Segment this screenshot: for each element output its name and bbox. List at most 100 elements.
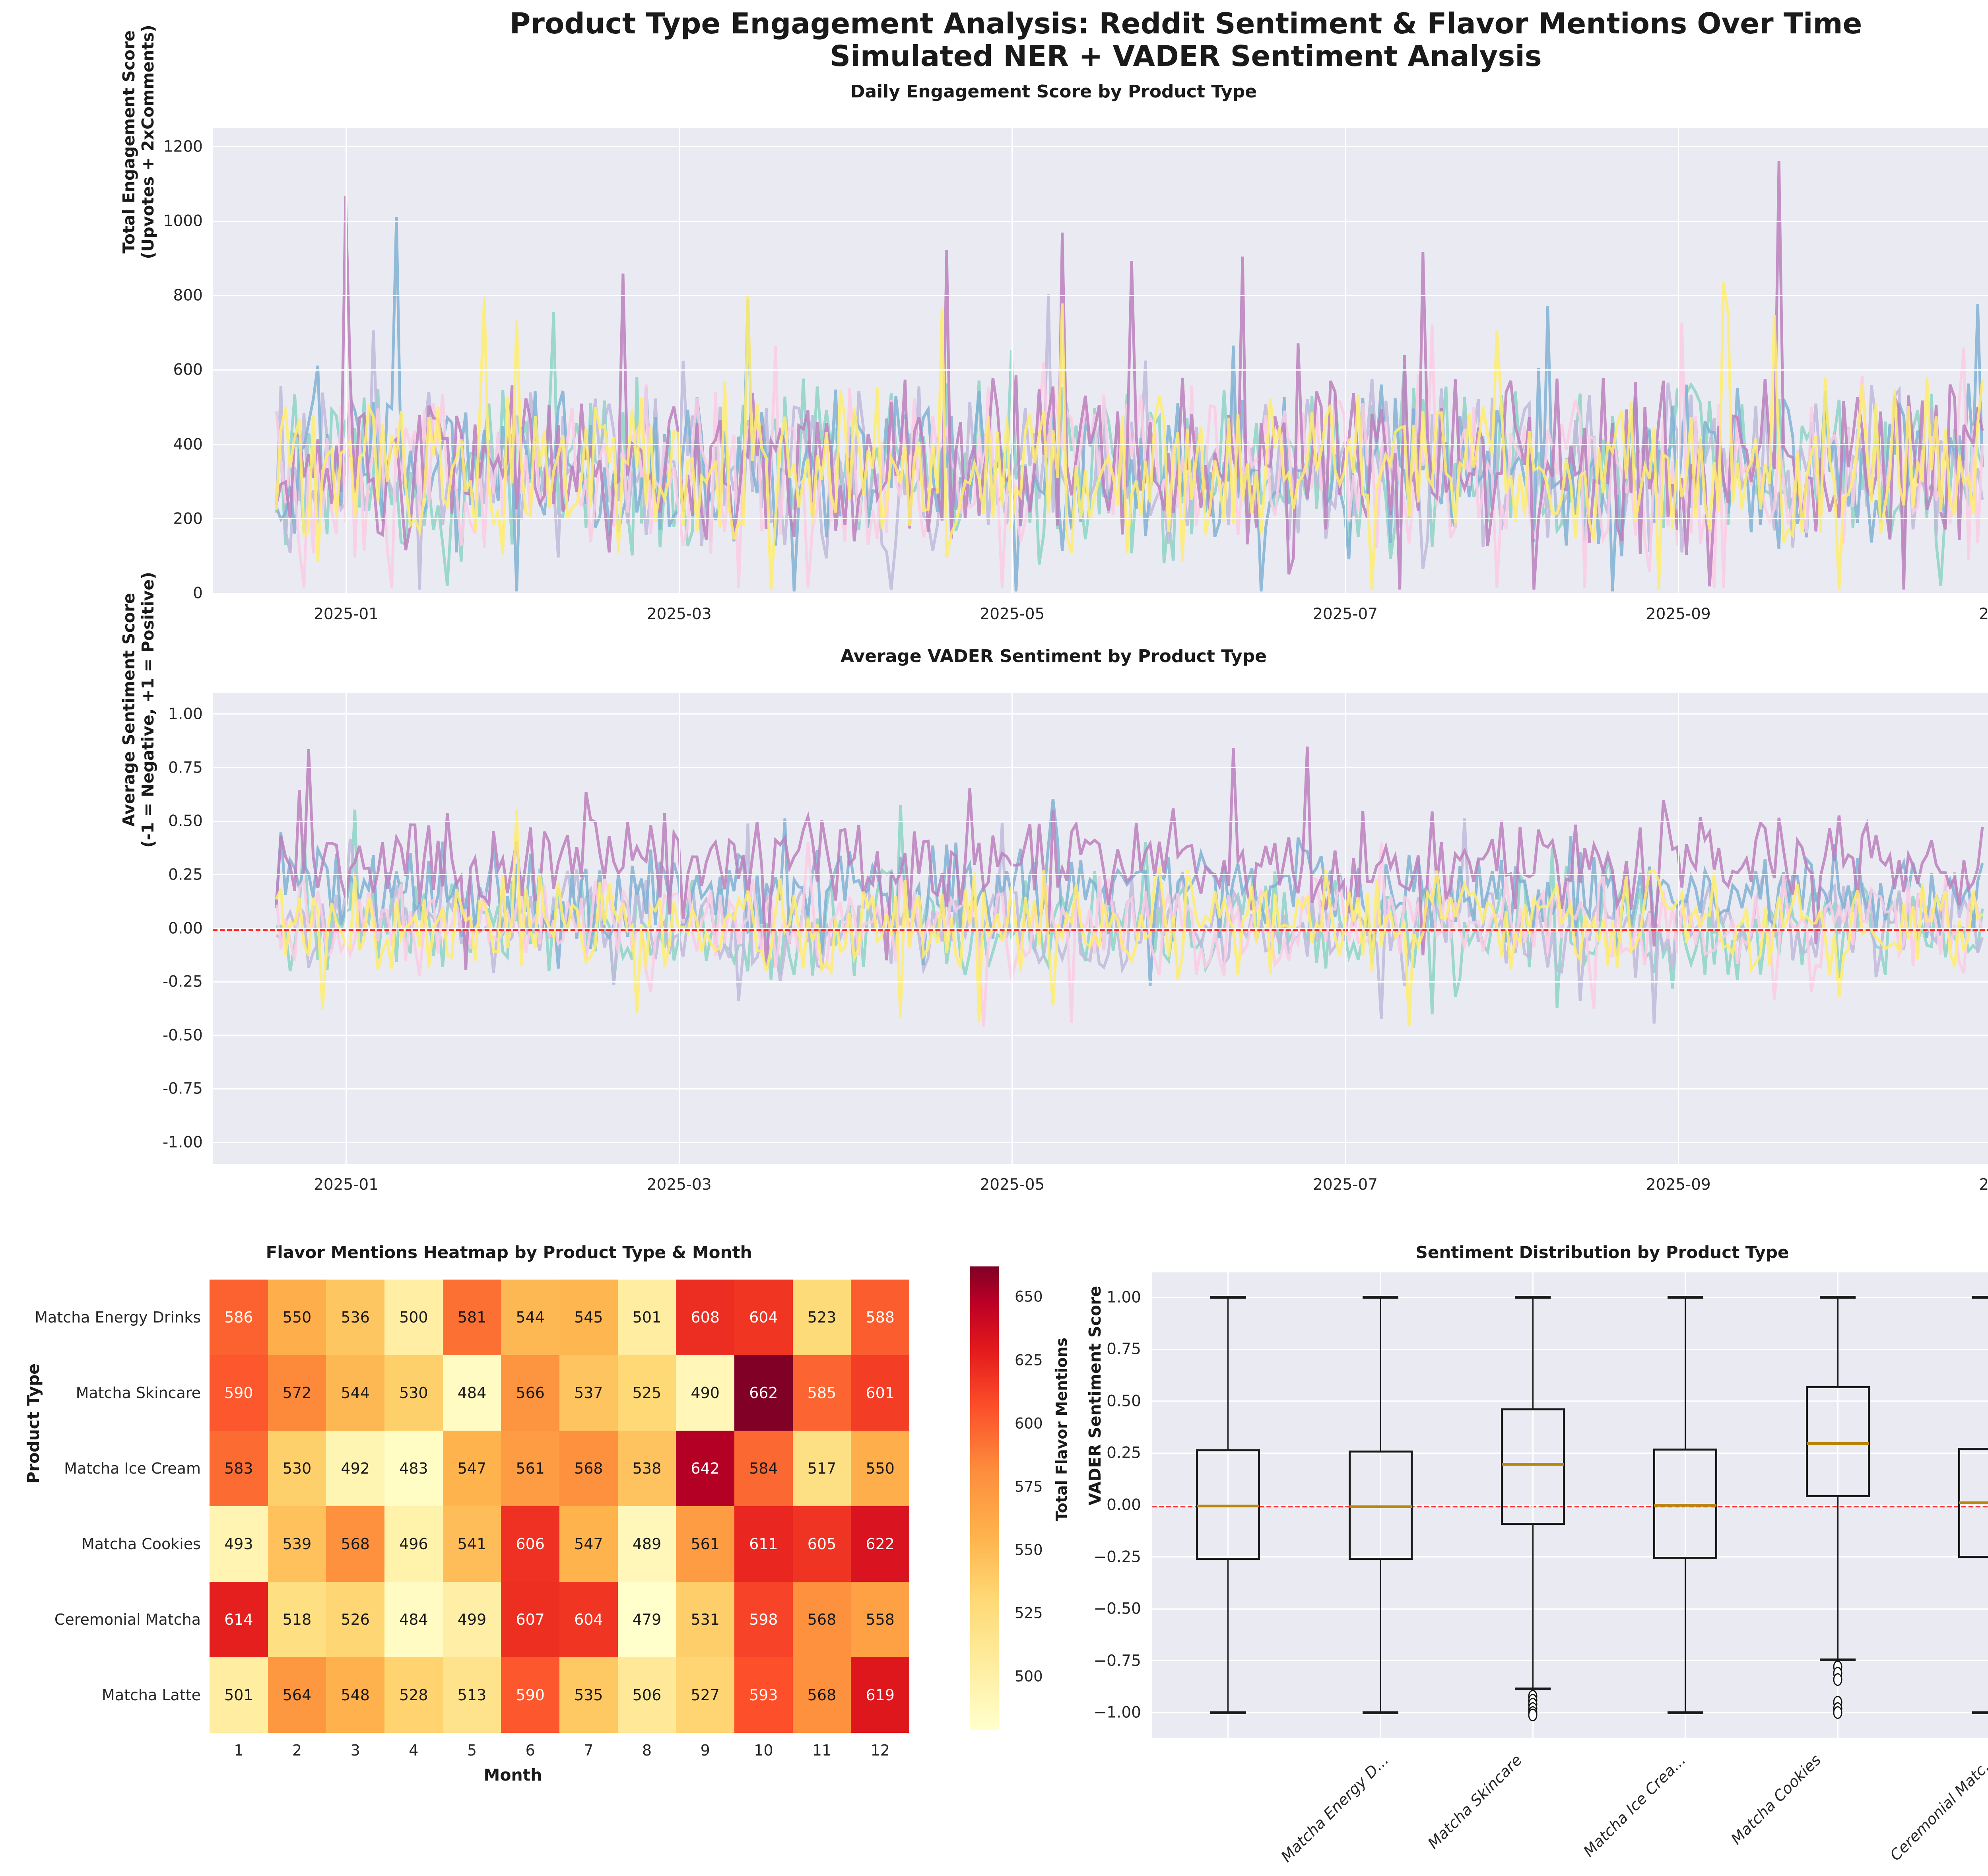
boxplot-whisker-upper[interactable]: [1227, 1297, 1229, 1449]
heatmap-row-label[interactable]: Ceremonial Matcha: [54, 1611, 201, 1628]
boxplot-x-tick-label[interactable]: Matcha Skincare: [1424, 1751, 1526, 1853]
y-tick-label[interactable]: −0.25: [1093, 1548, 1141, 1566]
boxplot-median-line[interactable]: [1654, 1503, 1717, 1507]
heatmap-col-label[interactable]: 11: [812, 1742, 832, 1759]
y-tick-label[interactable]: 1000: [163, 212, 203, 230]
grid-line[interactable]: [213, 1088, 1988, 1089]
boxplot-cap-lower[interactable]: [1210, 1711, 1246, 1714]
y-tick-label[interactable]: 600: [173, 361, 203, 379]
boxplot-median-line[interactable]: [1349, 1505, 1412, 1508]
boxplot-cap-lower[interactable]: [1362, 1711, 1399, 1714]
y-tick-label[interactable]: -0.50: [163, 1026, 203, 1045]
grid-line[interactable]: [346, 128, 347, 593]
boxplot-x-tick-label[interactable]: Matcha Ice Crea...: [1580, 1751, 1689, 1860]
heatmap-col-label[interactable]: 8: [642, 1742, 652, 1759]
grid-line[interactable]: [1011, 693, 1013, 1164]
heatmap-cell[interactable]: 619: [851, 1657, 909, 1733]
heatmap-cell[interactable]: 530: [268, 1431, 326, 1506]
colorbar-tick-label[interactable]: 500: [1015, 1668, 1043, 1685]
heatmap-col-label[interactable]: 5: [467, 1742, 477, 1759]
heatmap-cell[interactable]: 489: [617, 1506, 676, 1582]
heatmap-cell[interactable]: 550: [268, 1280, 326, 1355]
y-tick-label[interactable]: 400: [173, 435, 203, 454]
heatmap-cell[interactable]: 526: [326, 1582, 384, 1657]
boxplot-box-group[interactable]: [1501, 1272, 1565, 1738]
boxplot-median-line[interactable]: [1806, 1442, 1869, 1445]
boxplot-cap-lower[interactable]: [1667, 1711, 1703, 1714]
boxplot-box-group[interactable]: [1806, 1272, 1870, 1738]
boxplot-cap-upper[interactable]: [1210, 1296, 1246, 1299]
boxplot-box-group[interactable]: [1958, 1272, 1988, 1738]
heatmap-cell[interactable]: 568: [792, 1657, 851, 1733]
boxplot-outlier[interactable]: [1833, 1673, 1842, 1686]
heatmap-cell[interactable]: 611: [734, 1506, 793, 1582]
grid-line[interactable]: [1380, 1272, 1381, 1738]
heatmap-cell[interactable]: 568: [792, 1582, 851, 1657]
boxplot-whisker-lower[interactable]: [1380, 1560, 1381, 1713]
boxplot-whisker-lower[interactable]: [1837, 1497, 1839, 1660]
heatmap-cell[interactable]: 536: [326, 1280, 384, 1355]
grid-line[interactable]: [1011, 128, 1013, 593]
grid-line[interactable]: [213, 928, 1988, 929]
boxplot-cap-upper[interactable]: [1819, 1296, 1856, 1299]
heatmap-cell[interactable]: 590: [501, 1657, 559, 1733]
x-tick-label[interactable]: 2025-01: [314, 605, 379, 623]
colorbar-tick-label[interactable]: 550: [1015, 1541, 1043, 1559]
y-tick-label[interactable]: 0.25: [1107, 1444, 1141, 1462]
heatmap-cell[interactable]: 550: [851, 1431, 909, 1506]
grid-line[interactable]: [1152, 1608, 1988, 1610]
heatmap-cell[interactable]: 506: [617, 1657, 676, 1733]
heatmap-cell[interactable]: 586: [210, 1280, 268, 1355]
heatmap-cell[interactable]: 608: [676, 1280, 734, 1355]
heatmap-cell[interactable]: 547: [559, 1506, 618, 1582]
grid-line[interactable]: [1345, 693, 1346, 1164]
boxplot-x-tick-label[interactable]: Matcha Energy D...: [1277, 1751, 1392, 1866]
heatmap-cell[interactable]: 530: [384, 1355, 443, 1431]
heatmap-cell[interactable]: 566: [501, 1355, 559, 1431]
heatmap-cell[interactable]: 501: [210, 1657, 268, 1733]
heatmap-cell[interactable]: 496: [384, 1506, 443, 1582]
heatmap-col-label[interactable]: 9: [700, 1742, 710, 1759]
heatmap-row-label[interactable]: Matcha Cookies: [81, 1535, 201, 1553]
heatmap-col-label[interactable]: 3: [350, 1742, 360, 1759]
heatmap-col-label[interactable]: 4: [409, 1742, 419, 1759]
x-tick-label[interactable]: 2025-09: [1646, 605, 1711, 623]
grid-line[interactable]: [213, 1035, 1988, 1036]
boxplot-median-line[interactable]: [1501, 1463, 1564, 1466]
heatmap-cell[interactable]: 517: [792, 1431, 851, 1506]
heatmap-cell[interactable]: 484: [384, 1582, 443, 1657]
grid-line[interactable]: [1677, 693, 1679, 1164]
y-tick-label[interactable]: 0.00: [168, 919, 203, 937]
heatmap-col-label[interactable]: 12: [870, 1742, 890, 1759]
y-tick-label[interactable]: 200: [173, 510, 203, 528]
heatmap-cell[interactable]: 499: [443, 1582, 501, 1657]
heatmap-cell[interactable]: 604: [734, 1280, 793, 1355]
heatmap-cell[interactable]: 544: [501, 1280, 559, 1355]
heatmap-col-label[interactable]: 2: [292, 1742, 302, 1759]
boxplot-cap-upper[interactable]: [1362, 1296, 1399, 1299]
y-tick-label[interactable]: 0.50: [1107, 1392, 1141, 1410]
heatmap-cell[interactable]: 490: [676, 1355, 734, 1431]
heatmap-cell[interactable]: 583: [210, 1431, 268, 1506]
x-tick-label[interactable]: 2025-11: [1979, 605, 1988, 623]
heatmap-cell[interactable]: 484: [443, 1355, 501, 1431]
boxplot-whisker-lower[interactable]: [1227, 1560, 1229, 1713]
heatmap-cell[interactable]: 581: [443, 1280, 501, 1355]
x-tick-label[interactable]: 2025-05: [980, 605, 1045, 623]
boxplot-median-line[interactable]: [1197, 1505, 1260, 1508]
boxplot-whisker-upper[interactable]: [1837, 1297, 1839, 1387]
heatmap-cell[interactable]: 537: [559, 1355, 618, 1431]
heatmap-cell[interactable]: 614: [210, 1582, 268, 1657]
boxplot-x-tick-label[interactable]: Matcha Cookies: [1727, 1751, 1824, 1848]
y-tick-label[interactable]: −0.50: [1093, 1600, 1141, 1618]
colorbar-tick-label[interactable]: 525: [1015, 1604, 1043, 1622]
grid-line[interactable]: [213, 146, 1988, 148]
heatmap-cell[interactable]: 483: [384, 1431, 443, 1506]
heatmap-cell[interactable]: 539: [268, 1506, 326, 1582]
grid-line[interactable]: [213, 767, 1988, 769]
heatmap-cell[interactable]: 606: [501, 1506, 559, 1582]
heatmap-cell[interactable]: 590: [210, 1355, 268, 1431]
grid-line[interactable]: [213, 874, 1988, 876]
boxplot-cap-lower[interactable]: [1819, 1658, 1856, 1661]
grid-line[interactable]: [213, 518, 1988, 520]
